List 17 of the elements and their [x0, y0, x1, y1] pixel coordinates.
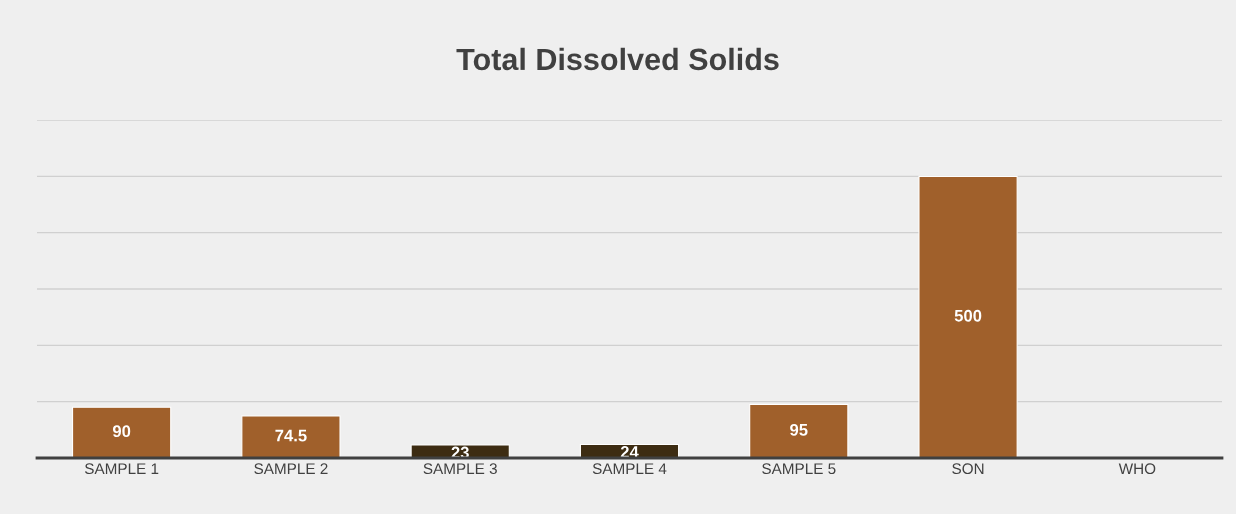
x-tick-label: SAMPLE 1: [84, 463, 159, 475]
bar: [241, 415, 341, 458]
x-tick-label: SAMPLE 5: [762, 463, 836, 475]
data-label: 95: [790, 423, 808, 436]
x-tick-label: SON: [952, 463, 984, 475]
data-label: 500: [954, 309, 982, 322]
chart-title: Total Dissolved Solids: [456, 47, 779, 71]
bar: [918, 175, 1018, 458]
x-tick-label: WHO: [1118, 463, 1156, 475]
bar: [71, 406, 172, 458]
x-tick-label: SAMPLE 3: [423, 463, 497, 475]
data-label: 90: [112, 425, 131, 438]
x-tick-label: SAMPLE 2: [254, 463, 328, 475]
x-tick-label: SAMPLE 4: [592, 463, 667, 475]
bar: [410, 444, 510, 458]
data-label: 74.5: [275, 429, 307, 442]
bar: [749, 403, 849, 458]
